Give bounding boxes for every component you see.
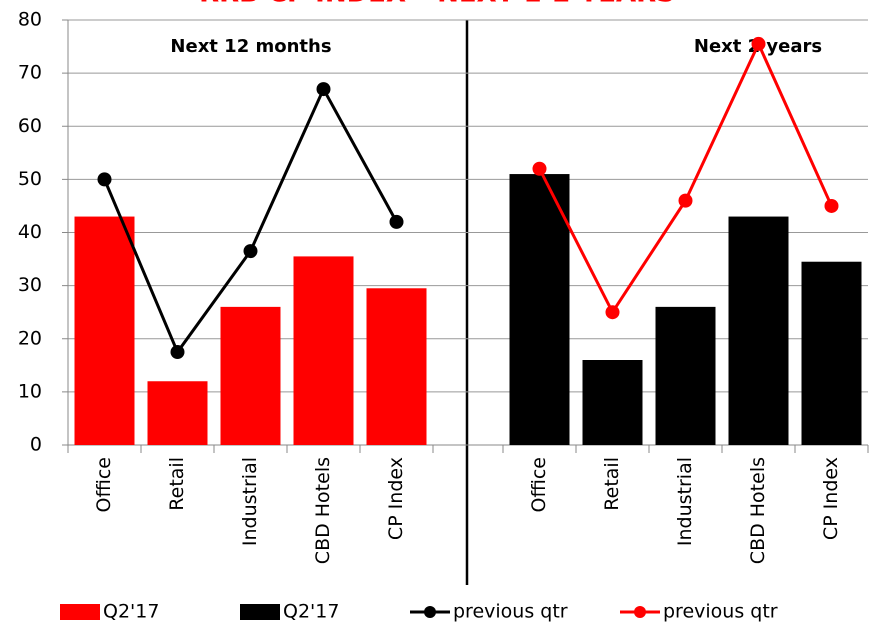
bar (509, 174, 570, 445)
point (97, 172, 112, 187)
y-tick-label: 40 (18, 221, 42, 243)
legend-label: previous qtr (663, 601, 778, 623)
bar (366, 288, 427, 445)
y-tick-label: 20 (18, 327, 42, 349)
x-tick-label: Office (528, 457, 550, 512)
legend-label: Q2'17 (283, 601, 339, 623)
x-tick-label: Retail (166, 457, 188, 511)
legend-swatch (424, 606, 436, 618)
y-tick-label: 10 (18, 380, 42, 402)
panel-label: Next 12 months (170, 36, 331, 57)
bar (293, 256, 354, 445)
point (751, 36, 766, 51)
bar (147, 381, 208, 445)
point (389, 214, 404, 229)
point (170, 345, 185, 360)
x-tick-label: CBD Hotels (312, 457, 334, 564)
point (532, 161, 547, 176)
y-tick-label: 0 (30, 434, 42, 456)
x-tick-label: CP Index (385, 457, 407, 540)
legend-label: Q2'17 (103, 601, 159, 623)
legend-swatch (60, 604, 100, 620)
x-tick-label: Industrial (239, 457, 261, 546)
bar (74, 216, 135, 445)
bar (728, 216, 789, 445)
chart-title: RRB CP INDEX – NEXT 1-2 YEARS (199, 0, 675, 9)
x-tick-label: Office (93, 457, 115, 512)
x-tick-label: CBD Hotels (747, 457, 769, 564)
y-tick-label: 60 (18, 115, 42, 137)
x-tick-label: Retail (601, 457, 623, 511)
y-tick-label: 30 (18, 274, 42, 296)
bar (220, 306, 281, 445)
bar (801, 261, 862, 445)
point (316, 82, 331, 97)
point (243, 244, 258, 259)
x-tick-label: CP Index (820, 457, 842, 540)
point (824, 198, 839, 213)
legend-swatch (634, 606, 646, 618)
x-tick-label: Industrial (674, 457, 696, 546)
bar (582, 360, 643, 445)
y-tick-label: 80 (18, 9, 42, 31)
legend-swatch (240, 604, 280, 620)
legend-label: previous qtr (453, 601, 568, 623)
point (605, 305, 620, 320)
bar (655, 306, 716, 445)
y-tick-label: 50 (18, 168, 42, 190)
y-tick-label: 70 (18, 62, 42, 84)
point (678, 193, 693, 208)
